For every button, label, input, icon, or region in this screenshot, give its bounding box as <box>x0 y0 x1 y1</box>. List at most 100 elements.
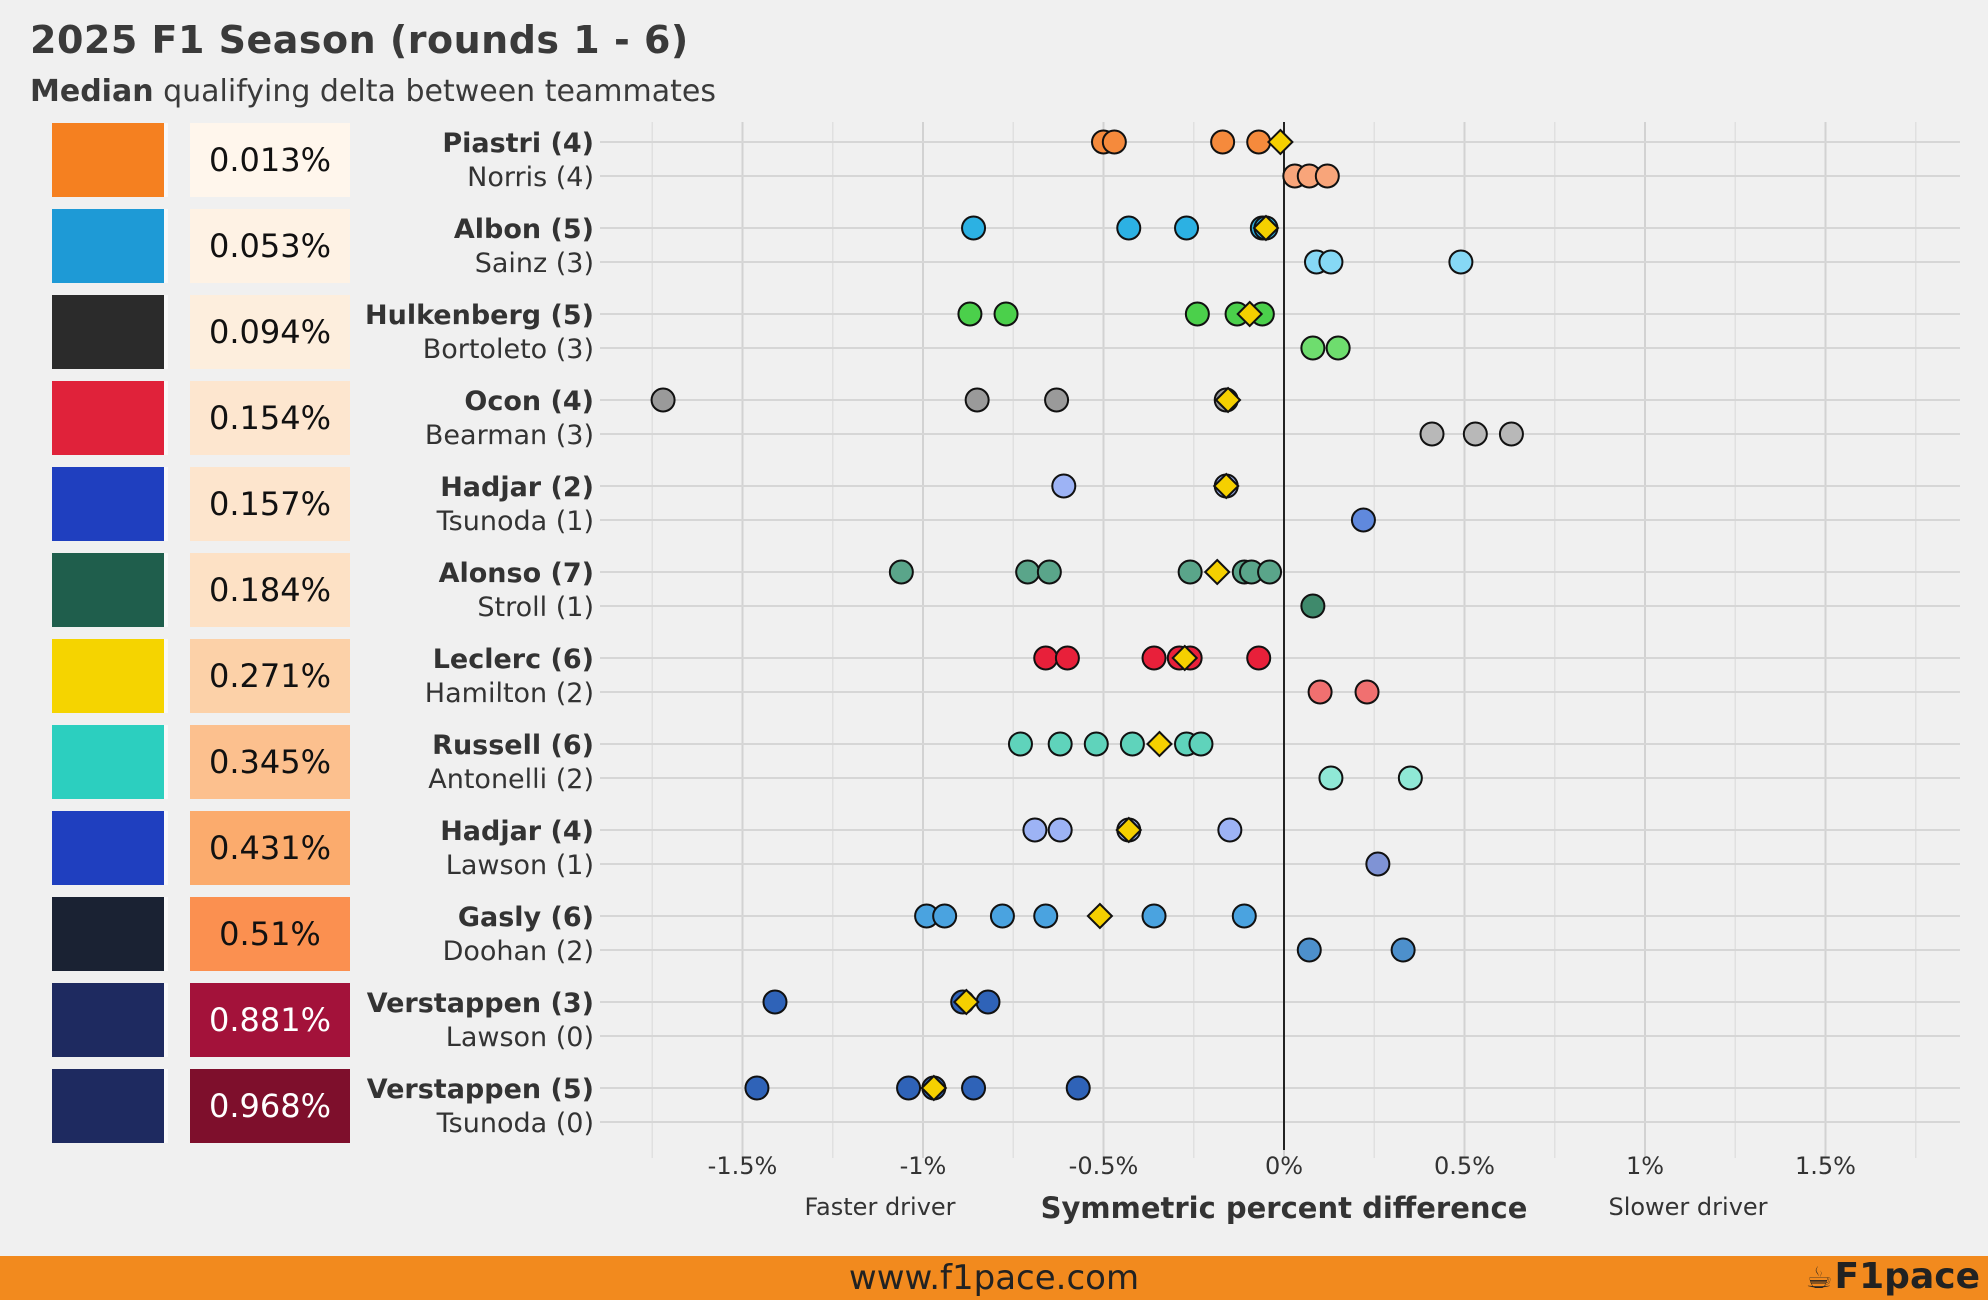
team-logo-background <box>52 553 164 627</box>
data-point-driver1 <box>964 387 990 413</box>
team-logo-edge <box>164 209 168 283</box>
median-delta-value: 0.157% <box>209 485 331 523</box>
page-subtitle: Median qualifying delta between teammate… <box>30 74 716 109</box>
page-title: 2025 F1 Season (rounds 1 - 6) <box>30 18 689 62</box>
median-marker <box>952 988 980 1016</box>
data-point-driver2 <box>1448 249 1474 275</box>
x-tick-label: 1.5% <box>1795 1152 1856 1180</box>
driver-label-faster: Alonso (7) <box>439 558 594 589</box>
median-badge <box>190 897 350 971</box>
x-tick-label: 0% <box>1265 1152 1303 1180</box>
median-delta-value: 0.271% <box>209 657 331 695</box>
driver-label-slower: Tsunoda (0) <box>436 1108 594 1139</box>
driver-label-slower: Tsunoda (1) <box>436 506 594 537</box>
driver-label-slower: Stroll (1) <box>477 592 594 623</box>
data-point-driver1 <box>1015 559 1041 585</box>
median-delta-value: 0.094% <box>209 313 331 351</box>
data-point-driver2 <box>1318 765 1344 791</box>
team-logo-background <box>52 381 164 455</box>
team-logo-edge <box>164 467 168 541</box>
data-point-driver1 <box>744 1075 770 1101</box>
team-logo-background <box>52 295 164 369</box>
team-logo-edge <box>164 639 168 713</box>
median-badge <box>190 381 350 455</box>
median-marker <box>1236 300 1264 328</box>
x-tick-label: -1.5% <box>708 1152 778 1180</box>
footer-url[interactable]: www.f1pace.com <box>848 1258 1140 1298</box>
data-point-driver1 <box>1065 1075 1091 1101</box>
driver-label-faster: Albon (5) <box>454 214 594 245</box>
data-point-driver1 <box>993 301 1019 327</box>
data-point-driver1 <box>1141 903 1167 929</box>
mercedes-logo <box>52 725 168 799</box>
driver-label-faster: Verstappen (3) <box>367 988 594 1019</box>
median-marker <box>1203 558 1231 586</box>
data-point-driver2 <box>1354 679 1380 705</box>
data-point-driver1 <box>1177 559 1203 585</box>
team-logo-edge <box>164 123 168 197</box>
data-point-driver1 <box>989 903 1015 929</box>
teammate-delta-chart: 0.013% Piastri (4)Norris (4) 0.053% Albon (… <box>52 122 1960 1225</box>
median-delta-value: 0.053% <box>209 227 331 265</box>
mclaren-logo <box>52 123 168 197</box>
median-delta-value: 0.431% <box>209 829 331 867</box>
median-badge <box>190 553 350 627</box>
x-tick-label: 0.5% <box>1434 1152 1495 1180</box>
team-logo-edge <box>164 983 168 1057</box>
data-point-driver1 <box>1036 559 1062 585</box>
median-badge <box>190 811 350 885</box>
data-point-driver1 <box>1101 129 1127 155</box>
median-badge <box>190 295 350 369</box>
team-logo-background <box>52 725 164 799</box>
data-point-driver1 <box>1184 301 1210 327</box>
median-badge <box>190 123 350 197</box>
data-point-driver2 <box>1462 421 1488 447</box>
alpine-logo <box>52 897 168 971</box>
team-logo-background <box>52 1069 164 1143</box>
racing-bulls-logo <box>52 811 168 885</box>
data-point-driver1 <box>1033 645 1059 671</box>
data-point-driver1 <box>1246 129 1272 155</box>
footer-brand: ☕F1pace <box>1806 1256 1980 1297</box>
driver-label-faster: Piastri (4) <box>442 128 594 159</box>
median-marker <box>1214 386 1242 414</box>
team-logo-edge <box>164 381 168 455</box>
driver-label-slower: Hamilton (2) <box>425 678 594 709</box>
team-logo-background <box>52 983 164 1057</box>
driver-label-slower: Norris (4) <box>467 162 594 193</box>
driver-label-faster: Leclerc (6) <box>433 644 594 675</box>
x-tick-label: -0.5% <box>1069 1152 1139 1180</box>
median-delta-value: 0.881% <box>209 1001 331 1039</box>
median-delta-value: 0.154% <box>209 399 331 437</box>
driver-label-faster: Gasly (6) <box>458 902 594 933</box>
median-marker <box>1115 816 1143 844</box>
driver-label-slower: Doohan (2) <box>443 936 594 967</box>
williams-logo <box>52 209 168 283</box>
footer-bar: www.f1pace.com ☕F1pace <box>0 1256 1988 1300</box>
median-marker <box>1212 472 1240 500</box>
driver-label-faster: Hulkenberg (5) <box>365 300 594 331</box>
red-bull-logo <box>52 983 168 1057</box>
median-badge <box>190 725 350 799</box>
data-point-driver1 <box>896 1075 922 1101</box>
team-logo-edge <box>164 725 168 799</box>
data-point-driver2 <box>1390 937 1416 963</box>
median-marker <box>920 1074 948 1102</box>
data-point-driver1 <box>1047 817 1073 843</box>
data-point-driver2 <box>1296 937 1322 963</box>
team-logo-background <box>52 123 164 197</box>
data-point-driver1 <box>961 215 987 241</box>
team-logo-background <box>52 639 164 713</box>
data-point-driver1 <box>1174 215 1200 241</box>
x-tick-label: 1% <box>1626 1152 1664 1180</box>
data-point-driver2 <box>1307 679 1333 705</box>
median-delta-value: 0.184% <box>209 571 331 609</box>
data-point-driver2 <box>1498 421 1524 447</box>
data-point-driver2 <box>1350 507 1376 533</box>
driver-label-slower: Bortoleto (3) <box>423 334 594 365</box>
median-badge <box>190 1069 350 1143</box>
median-badge <box>190 209 350 283</box>
team-logo-edge <box>164 897 168 971</box>
data-point-driver1 <box>888 559 914 585</box>
team-logo-edge <box>164 1069 168 1143</box>
